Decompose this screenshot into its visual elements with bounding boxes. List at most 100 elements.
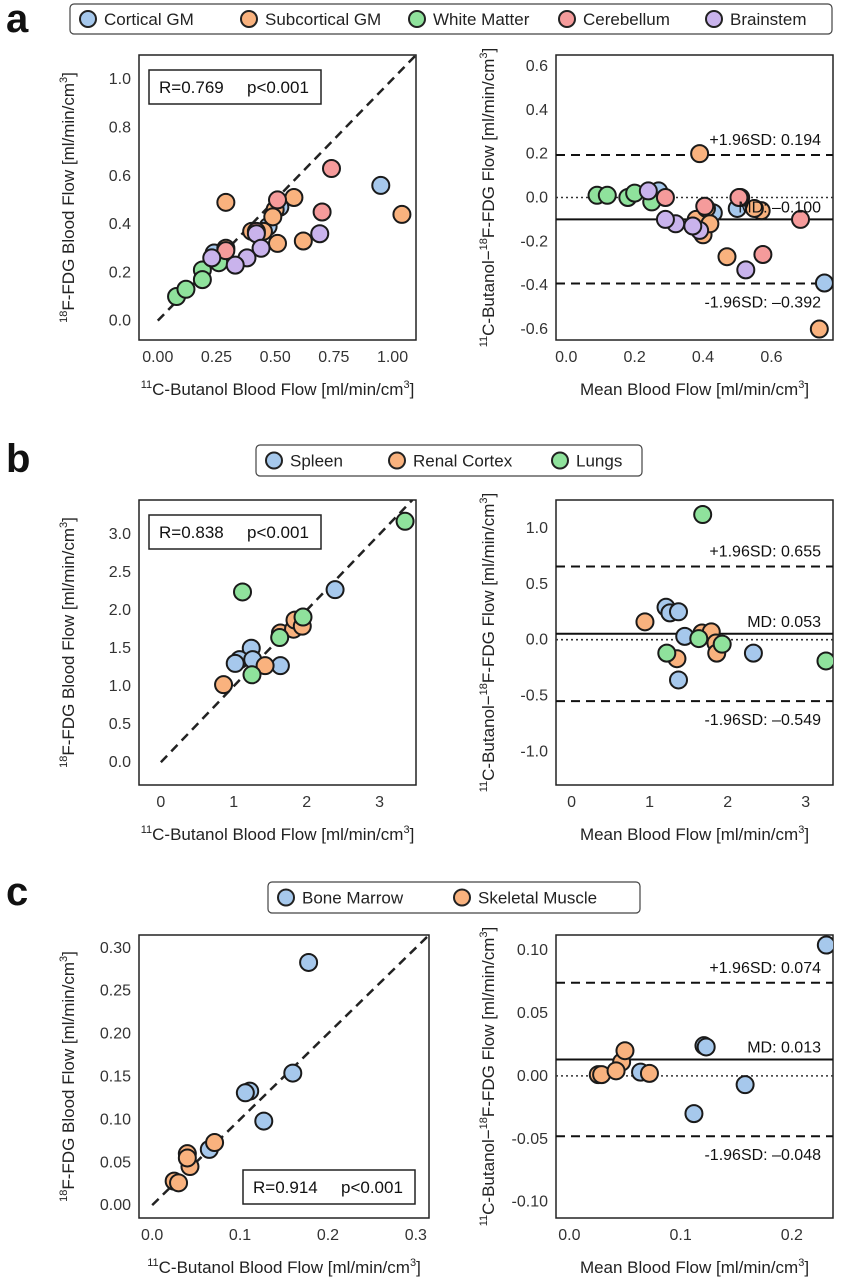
y-tick-label: -0.2 [520, 233, 548, 250]
upper-sd-label: +1.96SD: 0.074 [709, 960, 821, 977]
y-tick-label: -0.05 [512, 1131, 549, 1148]
y-tick-label: 0.20 [100, 1026, 131, 1043]
x-tick-label: 0 [156, 794, 165, 811]
correlation-stats: R=0.769 p<0.001 [148, 69, 322, 105]
y-tick-label: -1.0 [520, 743, 548, 760]
legend-marker [551, 451, 569, 470]
x-tick-label: 0.00 [142, 349, 173, 366]
plot-content [556, 935, 833, 1138]
correlation-p: p<0.001 [247, 78, 309, 97]
legend-label: Cerebellum [583, 10, 670, 29]
upper-sd-label: +1.96SD: 0.194 [709, 132, 821, 149]
data-point [395, 511, 415, 531]
legend-label: Subcortical GM [265, 10, 381, 29]
legend-marker [705, 10, 723, 28]
y-tick-label: -0.6 [520, 321, 548, 338]
y-tick-label: -0.4 [520, 277, 548, 294]
legend-label: Bone Marrow [302, 889, 404, 908]
plot-content [159, 500, 415, 764]
legend-marker [558, 10, 576, 28]
data-point [214, 675, 234, 695]
x-tick-label: 0.50 [260, 349, 291, 366]
chart-a-bland-altman: 0.0 0.2 0.4 0.6 0.6 0.4 0.2 0.0 -0.2 -0.4 -0.6 Mean… [478, 48, 834, 399]
legend-marker [277, 888, 295, 907]
data-point [177, 1148, 197, 1168]
legend-label: Skeletal Muscle [478, 889, 597, 908]
data-point [693, 505, 713, 525]
data-point [638, 181, 658, 201]
data-point [192, 270, 212, 290]
legend-label: White Matter [433, 10, 530, 29]
data-point [735, 1075, 755, 1095]
x-tick-label: 0 [567, 794, 576, 811]
plot-content [556, 505, 833, 703]
data-point [263, 207, 283, 227]
data-point [392, 204, 412, 224]
y-tick-label: 1.0 [526, 520, 548, 537]
legend-label: Cortical GM [104, 10, 194, 29]
x-tick-label: 0.1 [229, 1227, 251, 1244]
data-point [169, 1173, 189, 1193]
plot-content [151, 935, 429, 1207]
correlation-r: R=0.769 [159, 78, 224, 97]
y-axis-label: 18F-FDG Blood Flow [ml/min/cm3] [58, 517, 78, 768]
y-tick-label: 0.0 [526, 632, 548, 649]
y-tick-label: 0.0 [526, 190, 548, 207]
data-point [176, 279, 196, 299]
x-tick-label: 0.0 [141, 1227, 163, 1244]
x-tick-label: 0.25 [201, 349, 232, 366]
plot-content [556, 144, 833, 339]
data-point [205, 1133, 225, 1153]
x-tick-label: 0.3 [405, 1227, 427, 1244]
data-point [635, 612, 655, 632]
data-point [655, 209, 675, 229]
chart-c-bland-altman: 0.0 0.1 0.2 0.10 0.05 0.00 -0.05 -0.10 Mean Bloo… [478, 927, 834, 1277]
data-point [255, 656, 275, 676]
y-tick-label: 2.5 [109, 564, 131, 581]
data-point [233, 582, 253, 602]
data-point [606, 1061, 626, 1081]
y-tick-label: 0.00 [100, 1197, 131, 1214]
y-tick-label: 0.0 [109, 754, 131, 771]
legend-marker [240, 10, 258, 28]
data-point [717, 247, 737, 267]
x-tick-label: 0.4 [692, 349, 714, 366]
legend-box [255, 444, 643, 477]
data-point [744, 198, 764, 218]
lower-sd-label: -1.96SD: –0.392 [704, 294, 821, 311]
legend-marker [408, 10, 426, 28]
data-point [225, 255, 245, 275]
data-point [683, 216, 703, 236]
x-tick-label: 0.0 [555, 349, 577, 366]
lower-sd-label: -1.96SD: –0.048 [704, 1147, 821, 1164]
data-point [293, 231, 313, 251]
identity-line [151, 935, 429, 1207]
mean-difference-label: MD: 0.013 [747, 1040, 821, 1057]
y-tick-label: 0.5 [526, 576, 548, 593]
legend-label: Brainstem [730, 10, 807, 29]
x-tick-label: 0.0 [558, 1227, 580, 1244]
y-tick-label: -0.5 [520, 688, 548, 705]
x-tick-label: 0.2 [781, 1227, 803, 1244]
y-tick-label: 2.0 [109, 602, 131, 619]
y-tick-label: 0.8 [109, 119, 131, 136]
legend-marker [388, 451, 406, 470]
x-tick-label: 0.75 [318, 349, 349, 366]
legends-layer: Cortical GM Subcortical GM White Matter Cer… [69, 3, 833, 914]
correlation-r: R=0.838 [159, 523, 224, 542]
data-point [235, 1083, 255, 1103]
x-axis-label: Mean Blood Flow [ml/min/cm3] [580, 824, 809, 844]
y-axis-label: 11C-Butanol−18F-FDG Flow [ml/min/cm3] [478, 493, 498, 793]
data-point [695, 196, 715, 216]
y-tick-label: 0.2 [526, 146, 548, 163]
y-tick-label: 1.0 [109, 71, 131, 88]
chart-a-correlation: 0.00 0.25 0.50 0.75 1.00 0.0 0.2 0.4 0.6 0.8 1.0 11… [58, 54, 417, 399]
legend-marker [265, 451, 283, 470]
stats-box [148, 514, 322, 550]
legend-b: Spleen Renal Cortex Lungs [255, 444, 643, 477]
data-point [299, 952, 319, 972]
plot-content [156, 55, 416, 322]
y-tick-label: 0.4 [109, 216, 131, 233]
x-axis-label: 11C-Butanol Blood Flow [ml/min/cm3] [141, 379, 415, 399]
legend-a: Cortical GM Subcortical GM White Matter Cer… [69, 3, 833, 35]
